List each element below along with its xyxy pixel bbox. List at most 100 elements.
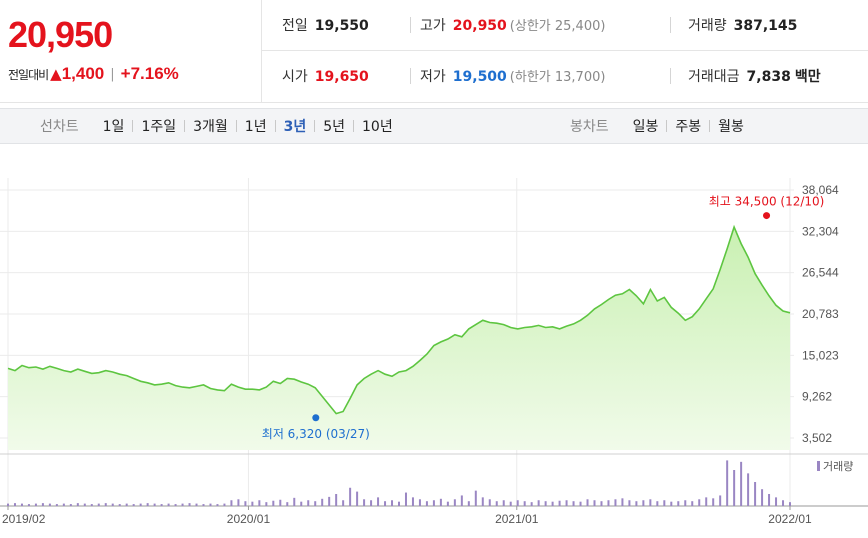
tab-line-period-5[interactable]: 5년 xyxy=(323,119,345,135)
volume-bar xyxy=(446,501,449,506)
volume-bar xyxy=(698,499,701,506)
volume-bar xyxy=(146,503,149,506)
tab-line-period-0[interactable]: 1일 xyxy=(102,119,125,135)
volume-bar xyxy=(377,497,380,506)
tab-separator xyxy=(132,120,134,132)
volume-bar xyxy=(621,498,624,506)
volume-bar xyxy=(726,460,729,506)
candle-chart-label: 봉차트 xyxy=(570,119,609,135)
volume-bar xyxy=(740,461,743,506)
change-percent: +7.16% xyxy=(120,64,179,83)
tab-line-period-3[interactable]: 1년 xyxy=(244,119,267,135)
price-change: 전일대비 ▲ 1,400 | +7.16% xyxy=(8,64,261,84)
volume-bar xyxy=(600,501,603,506)
open-price: 시가 19,650 xyxy=(282,66,369,86)
y-tick-label: 15,023 xyxy=(802,348,839,362)
prev-close: 전일 19,550 xyxy=(282,15,369,35)
tab-candle-period-2[interactable]: 월봉 xyxy=(718,119,744,135)
volume-bar xyxy=(188,503,191,506)
tab-line-period-6[interactable]: 10년 xyxy=(362,119,393,135)
volume-bar xyxy=(453,499,456,506)
volume-bar xyxy=(76,503,79,506)
volume-bar xyxy=(335,494,338,506)
upper-limit-note: (상한가 25,400) xyxy=(509,19,606,34)
price-area xyxy=(8,227,790,450)
volume-bar xyxy=(565,500,568,506)
line-chart-label: 선차트 xyxy=(40,119,79,135)
volume-bar xyxy=(789,502,791,506)
volume-bar xyxy=(167,503,170,506)
volume-bar xyxy=(97,503,100,506)
lower-limit-note: (하한가 13,700) xyxy=(509,70,606,85)
volume-bar xyxy=(747,473,750,506)
volume-bar xyxy=(272,500,275,506)
open-label: 시가 xyxy=(282,69,308,85)
volume-label: 거래량 xyxy=(688,18,727,34)
volume-bar xyxy=(139,503,142,506)
volume-bar xyxy=(244,501,247,506)
volume-bar xyxy=(118,504,121,506)
volume-bar xyxy=(593,500,596,506)
volume-bar xyxy=(733,470,736,506)
y-tick-label: 20,783 xyxy=(802,307,839,321)
tab-separator xyxy=(235,120,237,132)
volume: 거래량 387,145 xyxy=(688,15,797,35)
tab-candle-period-1[interactable]: 주봉 xyxy=(675,119,702,135)
volume-bar xyxy=(656,501,659,506)
y-tick-label: 26,544 xyxy=(802,266,839,280)
volume-bar xyxy=(265,502,268,506)
volume-bar xyxy=(474,490,477,506)
x-tick-label: 2020/01 xyxy=(227,512,271,526)
volume-bar xyxy=(460,495,463,506)
high-label: 고가 xyxy=(420,18,446,34)
volume-bar xyxy=(558,500,561,506)
volume-bar xyxy=(300,501,303,506)
min-point xyxy=(312,414,320,422)
volume-bar xyxy=(363,499,366,506)
volume-bar xyxy=(670,501,673,506)
change-label: 전일대비 xyxy=(8,67,49,82)
volume-bar xyxy=(607,500,610,506)
change-divider: | xyxy=(110,66,115,82)
volume-bar xyxy=(181,503,184,506)
tab-separator xyxy=(274,120,276,132)
volume-bar xyxy=(216,504,219,506)
volume-bar xyxy=(195,503,198,506)
tab-line-period-4[interactable]: 3년 xyxy=(283,119,307,135)
tab-line-period-2[interactable]: 3개월 xyxy=(193,119,228,135)
volume-bar xyxy=(754,482,757,506)
price-stats: 전일 19,550 고가 20,950 (상한가 25,400) 거래량 387,145… xyxy=(262,0,868,103)
tab-line-period-1[interactable]: 1주일 xyxy=(141,119,177,135)
volume-bar xyxy=(90,504,93,506)
volume-bar xyxy=(258,500,261,506)
high-value: 20,950 xyxy=(452,18,507,34)
volume-bar xyxy=(342,500,345,506)
volume-bar xyxy=(649,499,652,506)
volume-bar xyxy=(69,504,72,506)
amount-value: 7,838 xyxy=(746,69,791,85)
volume-bar xyxy=(467,501,470,506)
volume-bar xyxy=(41,503,44,506)
stock-quote-panel: 20,950 전일대비 ▲ 1,400 | +7.16% 전일 19,550 고가… xyxy=(0,0,868,103)
volume-bar xyxy=(719,495,722,506)
volume-bar xyxy=(537,500,540,506)
volume-bar xyxy=(614,499,617,506)
volume-bar xyxy=(691,501,694,506)
volume-bar xyxy=(48,503,51,506)
x-tick-label: 2021/01 xyxy=(495,512,539,526)
volume-legend-label: 거래량 xyxy=(823,460,853,473)
open-value: 19,650 xyxy=(314,69,369,85)
volume-bar xyxy=(642,500,645,506)
stats-row: 시가 19,650 저가 19,500 (하한가 13,700) 거래대금 7,838 백… xyxy=(262,51,868,102)
amount-label: 거래대금 xyxy=(688,69,740,85)
volume-bar xyxy=(286,502,289,506)
volume-bar xyxy=(761,489,764,506)
volume-bar xyxy=(663,500,666,506)
day-high: 고가 20,950 (상한가 25,400) xyxy=(420,15,605,35)
tab-candle-period-0[interactable]: 일봉 xyxy=(632,119,659,135)
volume-bar xyxy=(579,501,582,506)
volume-bar xyxy=(104,503,107,506)
volume-bar xyxy=(509,501,512,506)
volume-bar xyxy=(153,503,156,506)
volume-bar xyxy=(551,501,554,506)
